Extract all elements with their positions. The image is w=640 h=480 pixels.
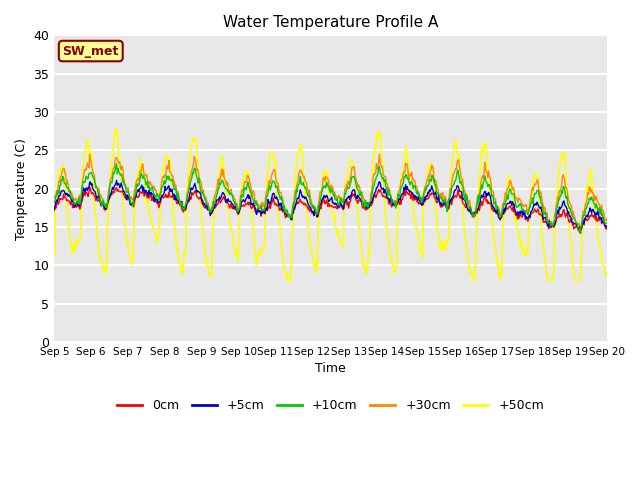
Line: +10cm: +10cm bbox=[54, 164, 607, 233]
+50cm bbox=[111, 127, 119, 132]
+30cm bbox=[399, 176, 406, 182]
+5cm bbox=[399, 191, 406, 196]
X-axis label: Time: Time bbox=[316, 362, 346, 375]
0cm bbox=[86, 184, 93, 190]
+50cm bbox=[284, 278, 292, 284]
+30cm bbox=[376, 151, 383, 157]
+50cm bbox=[204, 256, 211, 262]
+30cm bbox=[577, 230, 585, 236]
+50cm bbox=[118, 185, 126, 191]
0cm bbox=[576, 230, 584, 236]
0cm bbox=[118, 188, 126, 194]
+30cm bbox=[415, 193, 422, 199]
Line: +50cm: +50cm bbox=[54, 130, 607, 281]
+5cm bbox=[603, 223, 611, 229]
+5cm bbox=[576, 230, 584, 236]
+5cm bbox=[60, 189, 68, 194]
+30cm bbox=[173, 189, 181, 195]
+10cm bbox=[113, 161, 120, 167]
+50cm bbox=[415, 239, 423, 245]
0cm bbox=[415, 201, 422, 207]
+10cm bbox=[51, 199, 58, 205]
+30cm bbox=[117, 167, 125, 173]
+5cm bbox=[113, 178, 120, 183]
+5cm bbox=[51, 207, 58, 213]
+10cm bbox=[60, 180, 68, 186]
+30cm bbox=[60, 167, 68, 172]
+5cm bbox=[174, 198, 182, 204]
+10cm bbox=[415, 190, 422, 195]
+5cm bbox=[118, 183, 126, 189]
+10cm bbox=[118, 172, 126, 178]
0cm bbox=[60, 195, 68, 201]
+50cm bbox=[60, 168, 68, 173]
Line: +5cm: +5cm bbox=[54, 180, 607, 233]
Title: Water Temperature Profile A: Water Temperature Profile A bbox=[223, 15, 438, 30]
+5cm bbox=[204, 203, 211, 208]
Line: 0cm: 0cm bbox=[54, 187, 607, 233]
Text: SW_met: SW_met bbox=[63, 45, 119, 58]
+30cm bbox=[203, 197, 211, 203]
+10cm bbox=[399, 181, 406, 187]
Y-axis label: Temperature (C): Temperature (C) bbox=[15, 138, 28, 240]
+30cm bbox=[603, 216, 611, 221]
+50cm bbox=[174, 248, 182, 253]
+10cm bbox=[204, 202, 211, 208]
Line: +30cm: +30cm bbox=[54, 154, 607, 233]
0cm bbox=[399, 196, 406, 202]
+50cm bbox=[399, 168, 407, 173]
+50cm bbox=[51, 254, 58, 260]
0cm bbox=[174, 198, 182, 204]
+5cm bbox=[415, 193, 422, 199]
Legend: 0cm, +5cm, +10cm, +30cm, +50cm: 0cm, +5cm, +10cm, +30cm, +50cm bbox=[112, 394, 549, 417]
+10cm bbox=[603, 220, 611, 226]
+10cm bbox=[576, 230, 584, 236]
+10cm bbox=[174, 191, 182, 196]
0cm bbox=[51, 207, 58, 213]
0cm bbox=[204, 207, 211, 213]
+50cm bbox=[603, 271, 611, 277]
+30cm bbox=[51, 195, 58, 201]
0cm bbox=[603, 224, 611, 229]
